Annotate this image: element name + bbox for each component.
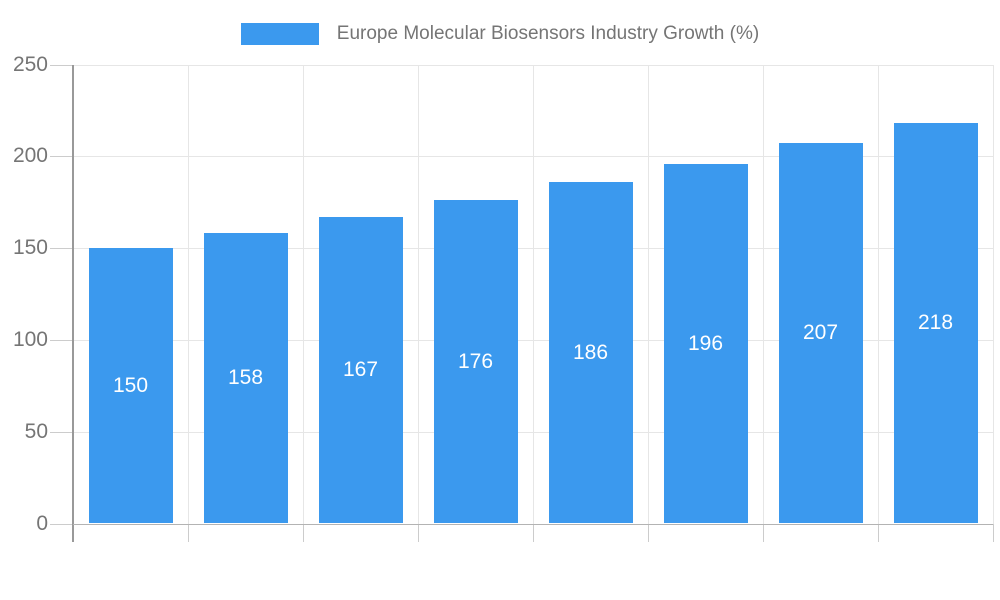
bar-value-label: 218	[917, 311, 954, 335]
y-axis-tick	[50, 431, 73, 433]
bar-value-label: 158	[227, 366, 264, 390]
bar-value-label: 150	[112, 373, 149, 397]
v-gridline	[533, 64, 534, 524]
bar: 176	[433, 200, 518, 524]
x-axis-line	[73, 523, 993, 525]
y-axis-tick	[50, 248, 73, 250]
v-gridline	[878, 64, 879, 524]
bar-value-label: 167	[342, 358, 379, 382]
y-axis-label: 50	[24, 419, 48, 443]
y-axis-tick	[50, 339, 73, 341]
x-axis-tick	[878, 523, 879, 542]
v-gridline	[418, 64, 419, 524]
bar: 150	[88, 248, 173, 524]
y-axis-line	[72, 64, 74, 542]
bar: 196	[663, 163, 748, 524]
bar: 167	[318, 216, 403, 524]
v-gridline	[188, 64, 189, 524]
y-axis-label: 250	[12, 52, 48, 76]
x-axis-tick	[303, 523, 304, 542]
chart-legend[interactable]: Europe Molecular Biosensors Industry Gro…	[0, 21, 1000, 47]
legend-label: Europe Molecular Biosensors Industry Gro…	[336, 23, 760, 44]
v-gridline	[993, 64, 994, 524]
x-axis-tick	[993, 523, 994, 542]
v-gridline	[763, 64, 764, 524]
x-axis-tick	[188, 523, 189, 542]
v-gridline	[648, 64, 649, 524]
x-axis-tick	[533, 523, 534, 542]
y-axis-tick	[50, 64, 73, 66]
v-gridline	[303, 64, 304, 524]
bar-value-label: 176	[457, 349, 494, 373]
y-axis-label: 0	[36, 511, 48, 535]
y-axis-label: 150	[12, 236, 48, 260]
x-axis-tick	[763, 523, 764, 542]
bar: 158	[203, 233, 288, 524]
bar-value-label: 207	[802, 321, 839, 345]
bar-value-label: 196	[687, 331, 724, 355]
y-axis-label: 200	[12, 144, 48, 168]
x-axis-tick	[648, 523, 649, 542]
y-axis-tick	[50, 156, 73, 158]
legend-swatch	[240, 23, 319, 45]
x-axis-tick	[418, 523, 419, 542]
bar: 218	[893, 123, 978, 524]
y-axis-label: 100	[12, 327, 48, 351]
y-axis-tick	[50, 523, 73, 525]
bar-value-label: 186	[572, 340, 609, 364]
bar: 186	[548, 182, 633, 524]
bar: 207	[778, 143, 863, 524]
